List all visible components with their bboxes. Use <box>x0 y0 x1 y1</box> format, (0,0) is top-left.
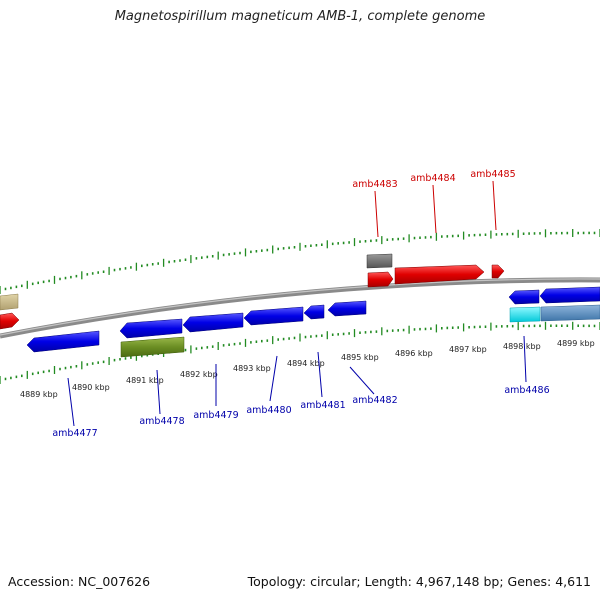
gene-steel-feature[interactable] <box>540 304 600 322</box>
scale-label: 4898 kbp <box>503 342 541 351</box>
gene-amb4487[interactable] <box>539 286 600 304</box>
gene-label-amb4477[interactable]: amb4477 <box>52 428 97 439</box>
gene-label-amb4480[interactable]: amb4480 <box>246 405 291 416</box>
scale-label: 4891 kbp <box>126 376 164 385</box>
leader-line <box>492 180 497 231</box>
gene-label-amb4479[interactable]: amb4479 <box>193 410 238 421</box>
gene-features <box>0 286 600 358</box>
leader-line <box>349 366 375 395</box>
genome-backbone <box>0 277 600 339</box>
leader-line <box>523 335 527 383</box>
leader-line <box>67 377 75 427</box>
gene-labels-bottom: amb4477 amb4478 amb4479 amb4480 amb4481 … <box>52 385 549 439</box>
inner-scale-track <box>0 321 600 384</box>
scale-label: 4890 kbp <box>72 383 110 392</box>
leader-line <box>156 369 161 415</box>
gene-cyan-feature[interactable] <box>509 306 541 323</box>
leader-line <box>317 351 323 398</box>
scale-label: 4892 kbp <box>180 370 218 379</box>
gene-amb4479[interactable] <box>182 312 244 333</box>
leader-line <box>374 190 379 238</box>
gene-amb4477[interactable] <box>26 330 100 353</box>
gene-olive-feature[interactable] <box>120 336 185 358</box>
gene-labels-top: amb4483 amb4484 amb4485 <box>352 169 515 190</box>
gene-partial-left-tan[interactable] <box>0 293 19 311</box>
gene-amb4486[interactable] <box>508 289 540 305</box>
gene-amb4484[interactable] <box>394 264 485 285</box>
gene-label-amb4478[interactable]: amb4478 <box>139 416 184 427</box>
scale-label: 4896 kbp <box>395 349 433 358</box>
scale-label: 4889 kbp <box>20 390 58 399</box>
leader-line <box>432 184 437 234</box>
gene-amb4481[interactable] <box>303 304 325 320</box>
gene-features-forward <box>366 253 505 288</box>
leader-line <box>269 355 278 402</box>
gene-partial-left-red[interactable] <box>0 312 20 330</box>
gene-label-amb4484[interactable]: amb4484 <box>410 173 455 184</box>
gene-amb4483[interactable] <box>367 271 394 288</box>
genome-summary-text: Topology: circular; Length: 4,967,148 bp… <box>247 574 591 589</box>
gene-label-amb4483[interactable]: amb4483 <box>352 179 397 190</box>
scale-label: 4893 kbp <box>233 364 271 373</box>
gene-label-amb4485[interactable]: amb4485 <box>470 169 515 180</box>
genome-title: Magnetospirillum magneticum AMB-1, compl… <box>114 9 486 24</box>
gene-amb4485[interactable] <box>491 264 505 279</box>
gene-amb4482[interactable] <box>327 300 367 317</box>
scale-label: 4897 kbp <box>449 345 487 354</box>
gene-label-amb4481[interactable]: amb4481 <box>300 400 345 411</box>
scale-label: 4899 kbp <box>557 339 595 348</box>
gene-label-amb4486[interactable]: amb4486 <box>504 385 549 396</box>
gene-amb4480[interactable] <box>243 306 304 326</box>
accession-text: Accession: NC_007626 <box>8 574 151 589</box>
scale-labels: 4889 kbp 4890 kbp 4891 kbp 4892 kbp 4893… <box>20 339 595 399</box>
genome-backbone-highlight <box>0 278 600 336</box>
gene-label-amb4482[interactable]: amb4482 <box>352 395 397 406</box>
gene-amb4478[interactable] <box>119 318 183 339</box>
outer-scale-track <box>0 229 600 294</box>
gene-gray-feature[interactable] <box>366 253 393 269</box>
label-leader-lines <box>67 180 527 427</box>
scale-label: 4895 kbp <box>341 353 379 362</box>
scale-label: 4894 kbp <box>287 359 325 368</box>
